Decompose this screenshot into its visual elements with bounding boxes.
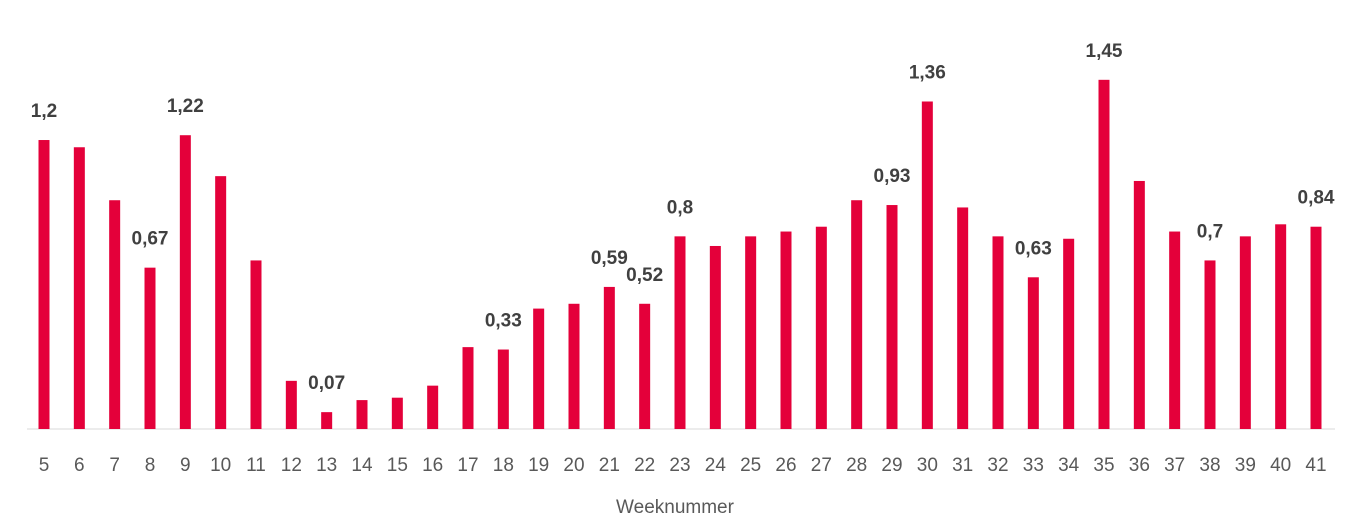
bar [215, 176, 227, 429]
bar [391, 397, 403, 429]
x-tick-label: 7 [109, 455, 120, 476]
x-axis-title: Weeknummer [616, 497, 735, 518]
value-label: 1,36 [909, 63, 946, 84]
value-label: 0,52 [626, 265, 663, 286]
value-label: 0,07 [308, 373, 345, 394]
x-tick-label: 21 [599, 455, 620, 476]
x-tick-label: 11 [246, 455, 266, 476]
bar [38, 140, 50, 429]
value-label: 1,22 [167, 96, 204, 117]
bar [639, 303, 651, 429]
bar [285, 380, 297, 429]
value-label: 1,2 [31, 101, 57, 122]
x-tick-label: 16 [422, 455, 443, 476]
bar [1098, 79, 1110, 430]
value-label: 0,7 [1197, 221, 1223, 242]
bar [321, 412, 333, 429]
x-tick-label: 18 [493, 455, 514, 476]
x-tick-label: 27 [811, 455, 832, 476]
x-tick-label: 8 [145, 455, 156, 476]
bar [1169, 231, 1181, 429]
value-label: 1,45 [1086, 41, 1123, 62]
x-tick-label: 6 [74, 455, 85, 476]
value-label: 0,67 [132, 229, 169, 250]
bar [603, 286, 615, 429]
bar [568, 303, 580, 429]
bar [674, 236, 686, 429]
bar [497, 349, 509, 429]
bar [533, 308, 545, 429]
bar [109, 200, 121, 429]
value-label: 0,93 [874, 166, 911, 187]
x-tick-label: 20 [563, 455, 584, 476]
x-tick-label: 41 [1305, 455, 1326, 476]
x-tick-label: 14 [351, 455, 373, 476]
x-tick-label: 29 [881, 455, 902, 476]
bar [851, 200, 863, 429]
bar [957, 207, 969, 429]
x-tick-label: 22 [634, 455, 655, 476]
bar [462, 347, 474, 429]
x-tick-label: 12 [281, 455, 302, 476]
x-tick-label: 9 [180, 455, 191, 476]
bar [1204, 260, 1216, 429]
x-tick-label: 38 [1199, 455, 1220, 476]
bar [250, 260, 262, 429]
x-tick-label: 13 [316, 455, 337, 476]
x-tick-label: 5 [39, 455, 50, 476]
bar [1275, 224, 1287, 429]
bar [921, 101, 933, 430]
bar [992, 236, 1004, 429]
bar [427, 385, 439, 429]
bar [815, 226, 827, 429]
bar [356, 400, 368, 429]
x-tick-label: 36 [1129, 455, 1150, 476]
x-tick-label: 34 [1058, 455, 1080, 476]
value-label: 0,8 [667, 197, 693, 218]
bar [1027, 277, 1039, 429]
value-label: 0,59 [591, 248, 628, 269]
bar [709, 245, 721, 429]
bar [179, 135, 191, 430]
x-tick-label: 24 [705, 455, 727, 476]
x-tick-label: 31 [952, 455, 973, 476]
x-tick-label: 17 [457, 455, 478, 476]
bar [1133, 180, 1145, 429]
x-tick-label: 33 [1023, 455, 1044, 476]
value-label: 0,33 [485, 311, 522, 332]
x-tick-label: 30 [917, 455, 938, 476]
bar [144, 267, 156, 429]
x-tick-label: 28 [846, 455, 867, 476]
x-tick-label: 35 [1093, 455, 1114, 476]
bar [780, 231, 792, 429]
x-tick-label: 10 [210, 455, 231, 476]
bar [1063, 238, 1075, 429]
x-tick-label: 32 [987, 455, 1008, 476]
x-tick-label: 25 [740, 455, 761, 476]
bar [1239, 236, 1251, 429]
value-label: 0,84 [1298, 188, 1335, 209]
x-tick-label: 15 [387, 455, 408, 476]
x-tick-label: 40 [1270, 455, 1291, 476]
x-tick-label: 19 [528, 455, 549, 476]
value-label: 0,63 [1015, 238, 1052, 259]
x-tick-label: 37 [1164, 455, 1185, 476]
bar [886, 205, 898, 429]
bar [73, 147, 85, 429]
x-tick-label: 23 [669, 455, 690, 476]
x-tick-label: 26 [775, 455, 796, 476]
x-tick-label: 39 [1235, 455, 1256, 476]
bar [745, 236, 757, 429]
bar [1310, 226, 1322, 429]
